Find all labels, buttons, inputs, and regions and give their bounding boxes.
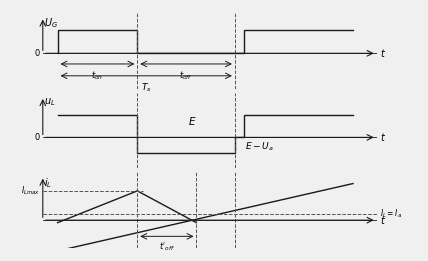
Text: $u_L$: $u_L$ [44,96,56,108]
Text: $t$: $t$ [380,131,386,143]
Text: $T_s$: $T_s$ [141,81,152,93]
Text: $t_{off}$: $t_{off}$ [179,69,193,82]
Text: $t$: $t$ [380,47,386,59]
Text: 0: 0 [35,133,40,142]
Text: $I_{Lmax}$: $I_{Lmax}$ [21,185,40,197]
Text: $t'_{off}$: $t'_{off}$ [159,240,175,253]
Text: $E-U_a$: $E-U_a$ [245,140,274,153]
Text: $I_L=I_a$: $I_L=I_a$ [380,208,401,220]
Text: 0: 0 [35,49,40,58]
Text: $i_L$: $i_L$ [44,176,52,189]
Text: $U_G$: $U_G$ [44,17,58,30]
Text: $t$: $t$ [380,214,386,226]
Text: $E$: $E$ [188,115,196,127]
Text: $t_{on}$: $t_{on}$ [91,69,104,82]
